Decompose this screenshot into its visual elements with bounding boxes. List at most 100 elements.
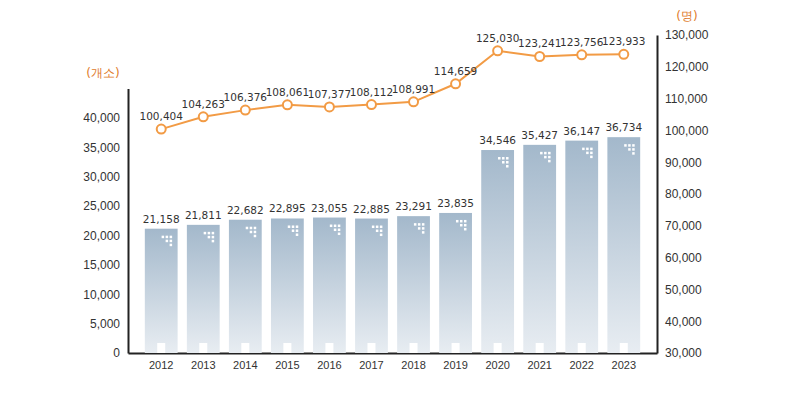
chart: 0 5,000 10,000 15,000 20,000 25,000 30,000 35,0… (0, 0, 800, 396)
tick: 80,000 (657, 187, 702, 201)
tick-label: 0 (113, 346, 120, 360)
tick-label: 35,000 (83, 141, 120, 155)
bar-decoration (338, 225, 341, 228)
marker (241, 106, 250, 115)
marker (325, 102, 334, 111)
bar-decoration (586, 152, 589, 155)
tick: 0 (113, 346, 128, 360)
bar (313, 218, 346, 353)
tick-label: 120,000 (665, 60, 709, 74)
marker (577, 50, 586, 59)
bar-decoration (418, 223, 421, 226)
bar-decoration (590, 152, 593, 155)
tick-label: 20,000 (83, 229, 120, 243)
bar (565, 141, 598, 353)
bar (187, 225, 220, 353)
data-labels: 21,15821,81122,68222,89523,05522,88523,2… (140, 32, 646, 225)
y2-axis: 30,00040,00050,00060,00070,00080,00090,0… (657, 28, 709, 360)
marker (409, 97, 418, 106)
bar-decoration (464, 220, 467, 223)
data-label: 21,811 (185, 209, 222, 221)
bar-decoration (250, 231, 253, 234)
bar-decoration (166, 240, 169, 243)
bar-decoration (548, 152, 551, 155)
bar-decoration (422, 223, 425, 226)
tick: 2022 (569, 353, 593, 371)
bar-decoration (170, 236, 173, 239)
bar (355, 219, 388, 353)
bar-decoration (246, 227, 249, 230)
tick-label: 2016 (317, 359, 341, 371)
tick-label: 90,000 (665, 156, 702, 170)
bar-decoration (204, 232, 207, 235)
tick: 2020 (485, 353, 509, 371)
tick: 10,000 (83, 288, 128, 302)
bar-decoration (578, 343, 586, 353)
tick-label: 5,000 (90, 317, 120, 331)
bar-decoration (292, 229, 295, 232)
tick: 130,000 (657, 28, 709, 42)
bar-decoration (452, 343, 460, 353)
line (161, 51, 624, 129)
bar (481, 150, 514, 353)
tick-label: 40,000 (665, 315, 702, 329)
tick: 60,000 (657, 251, 702, 265)
tick-label: 40,000 (83, 111, 120, 125)
data-label: 100,404 (140, 110, 184, 122)
bar-decoration (380, 226, 383, 229)
tick: 2012 (149, 353, 173, 371)
bar-decoration (536, 343, 544, 353)
marker (493, 46, 502, 55)
marker (367, 100, 376, 109)
data-label: 34,546 (479, 134, 516, 146)
tick-label: 50,000 (665, 283, 702, 297)
bar-decoration (464, 228, 467, 231)
tick: 2021 (527, 353, 551, 371)
bar-decoration (590, 148, 593, 151)
bar-decoration (628, 148, 631, 151)
tick-label: 30,000 (83, 170, 120, 184)
bar-decoration (502, 157, 505, 160)
bar-decoration (288, 225, 291, 228)
bar-decoration (325, 343, 333, 353)
tick-label: 15,000 (83, 258, 120, 272)
bar-decoration (506, 161, 509, 164)
bar-decoration (506, 165, 509, 168)
bar-decoration (292, 225, 295, 228)
tick-label: 2019 (443, 359, 467, 371)
marker (619, 50, 628, 59)
bar-decoration (632, 148, 635, 151)
bar-decoration (548, 160, 551, 163)
bar-decoration (208, 232, 211, 235)
tick: 100,000 (657, 124, 709, 138)
tick-label: 2014 (233, 359, 257, 371)
tick: 35,000 (83, 141, 128, 155)
tick: 120,000 (657, 60, 709, 74)
tick: 70,000 (657, 219, 702, 233)
bar-decoration (628, 144, 631, 147)
bar-decoration (296, 233, 299, 236)
bar-decoration (582, 148, 585, 151)
bar-decoration (460, 220, 463, 223)
bar-decoration (212, 236, 215, 239)
tick-label: 2023 (612, 359, 636, 371)
data-label: 21,158 (143, 213, 180, 225)
bar-decoration (330, 225, 333, 228)
data-label: 36,734 (605, 121, 642, 133)
bar-decoration (254, 227, 257, 230)
data-label: 108,061 (266, 86, 309, 98)
bar-decoration (296, 225, 299, 228)
tick: 20,000 (83, 229, 128, 243)
bar-decoration (241, 343, 249, 353)
bar-decoration (410, 343, 418, 353)
bar-decoration (199, 343, 207, 353)
data-label: 35,427 (521, 129, 558, 141)
tick: 2023 (612, 353, 636, 371)
data-label: 108,112 (350, 86, 393, 98)
bar-decoration (380, 234, 383, 237)
tick: 25,000 (83, 199, 128, 213)
bar-decoration (502, 161, 505, 164)
tick: 40,000 (83, 111, 128, 125)
tick: 5,000 (90, 317, 128, 331)
bar-decoration (422, 227, 425, 230)
